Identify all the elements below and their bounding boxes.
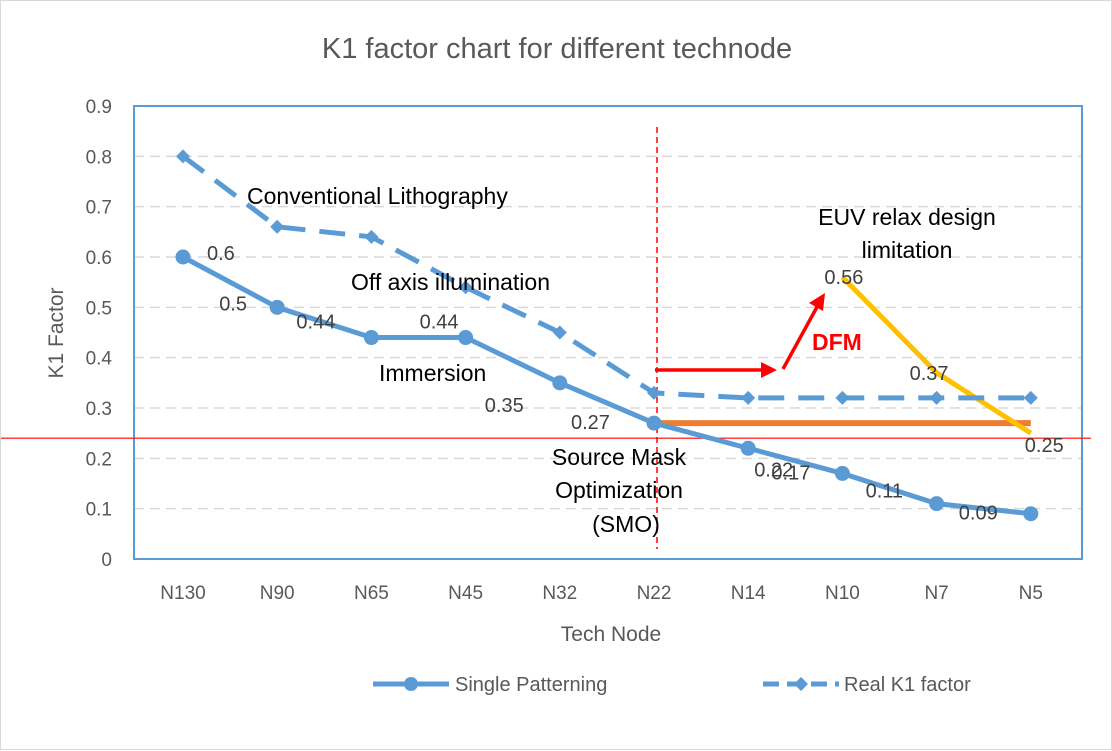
y-tick-label-3: 0.3 <box>86 399 112 420</box>
x-tick-label-2: N65 <box>354 583 389 604</box>
legend: Single Patterning Real K1 factor <box>373 674 971 696</box>
legend-label-real-k1-factor: Real K1 factor <box>844 674 971 696</box>
legend-marker-circle <box>404 677 418 691</box>
data-label-single-patterning-2: 0.44 <box>296 312 335 334</box>
data-label-single-patterning-6: 0.22 <box>754 459 793 481</box>
y-tick-label-6: 0.6 <box>86 248 112 269</box>
data-label-euv-0: 0.56 <box>824 267 863 289</box>
annotation-smo-line1: Source Mask <box>552 444 687 470</box>
annotation-dfm: DFM <box>812 329 862 355</box>
dfm-arrow-head-horizontal <box>761 362 777 378</box>
series-0-point-2 <box>363 330 379 346</box>
series-1-point-6 <box>741 390 756 405</box>
y-tick-label-8: 0.8 <box>86 147 112 168</box>
y-axis-title: K1 Factor <box>45 287 68 378</box>
series-1-point-4 <box>552 325 567 340</box>
y-axis-ticks: 0 0.1 0.2 0.3 0.4 0.5 0.6 0.7 0.8 0.9 <box>86 97 113 571</box>
data-label-single-patterning-8: 0.11 <box>866 481 903 503</box>
series-1-point-2 <box>364 229 379 244</box>
legend-item-single-patterning: Single Patterning <box>373 674 607 696</box>
data-label-single-patterning-4: 0.35 <box>485 395 524 417</box>
chart-title: K1 factor chart for different technode <box>322 33 792 65</box>
x-axis-ticks: N130 N90 N65 N45 N32 N22 N14 N10 N7 N5 <box>160 583 1043 604</box>
series-1-point-7 <box>835 390 850 405</box>
legend-label-single-patterning: Single Patterning <box>455 674 607 696</box>
annotation-smo-line2: Optimization <box>555 477 683 503</box>
y-tick-label-1: 0.1 <box>86 500 112 521</box>
series-0-point-8 <box>929 496 945 512</box>
annotation-euv-line2: limitation <box>862 237 953 263</box>
annotation-euv-line1: EUV relax design <box>818 204 996 230</box>
data-label-single-patterning-5: 0.27 <box>571 412 610 434</box>
series-line-0 <box>181 254 1032 517</box>
series-1-point-9 <box>1023 390 1038 405</box>
data-label-euv-2: 0.25 <box>1025 435 1064 457</box>
y-tick-label-7: 0.7 <box>86 198 112 219</box>
x-tick-label-5: N22 <box>637 583 672 604</box>
data-label-single-patterning-7: 0.17 <box>771 462 810 484</box>
dfm-arrow-head-diagonal <box>809 293 825 311</box>
series-0-point-1 <box>269 299 285 315</box>
y-tick-label-4: 0.4 <box>86 349 113 370</box>
series-1-point-8 <box>929 390 944 405</box>
data-labels: 0.6 0.5 0.44 0.44 0.35 0.27 0.220.17 0.11 0.09 0.… <box>207 243 1064 525</box>
legend-item-real-k1-factor: Real K1 factor <box>763 674 971 696</box>
series-0-point-4 <box>552 375 568 391</box>
series-0-point-3 <box>458 330 474 346</box>
y-tick-label-9: 0.9 <box>86 97 112 118</box>
x-tick-label-4: N32 <box>542 583 577 604</box>
series-0-point-5 <box>646 415 662 431</box>
x-tick-label-6: N14 <box>731 583 766 604</box>
data-label-single-patterning-0: 0.6 <box>207 243 235 265</box>
dfm-arrow-diagonal <box>781 306 819 370</box>
data-label-single-patterning-9: 0.09 <box>959 503 998 525</box>
x-tick-label-8: N7 <box>924 583 948 604</box>
data-label-single-patterning-3: 0.44 <box>420 312 459 334</box>
series-0-point-6 <box>740 440 756 456</box>
series-1-point-1 <box>270 219 285 234</box>
x-tick-label-7: N10 <box>825 583 860 604</box>
y-tick-label-2: 0.2 <box>86 449 112 470</box>
overlay-lines <box>1 127 1091 549</box>
series-0-point-9 <box>1023 506 1039 522</box>
annotation-immersion: Immersion <box>379 360 486 386</box>
series-1-point-3 <box>458 280 473 295</box>
plot-area-border <box>133 105 1083 560</box>
series-0-point-0 <box>175 249 191 265</box>
annotation-smo-line3: (SMO) <box>592 511 660 537</box>
series-0-point-7 <box>834 465 850 481</box>
x-tick-label-9: N5 <box>1019 583 1043 604</box>
series-line-1 <box>181 154 1031 401</box>
x-tick-label-0: N130 <box>160 583 205 604</box>
y-tick-label-0: 0 <box>101 550 112 571</box>
annotation-off-axis-illumination: Off axis illumination <box>351 269 550 295</box>
legend-marker-diamond <box>794 677 808 691</box>
series-group <box>175 149 1039 522</box>
y-tick-label-5: 0.5 <box>86 298 112 319</box>
series-1-point-0 <box>176 149 190 164</box>
annotations: Conventional Lithography Off axis illumi… <box>247 183 996 537</box>
euv-line <box>840 275 1033 436</box>
x-axis-title: Tech Node <box>561 623 661 646</box>
data-label-single-patterning-1: 0.5 <box>219 293 247 315</box>
x-tick-label-1: N90 <box>260 583 295 604</box>
annotation-conventional-lithography: Conventional Lithography <box>247 183 508 209</box>
data-label-euv-1: 0.37 <box>910 363 949 385</box>
x-tick-label-3: N45 <box>448 583 483 604</box>
series-1-point-5 <box>647 385 661 400</box>
